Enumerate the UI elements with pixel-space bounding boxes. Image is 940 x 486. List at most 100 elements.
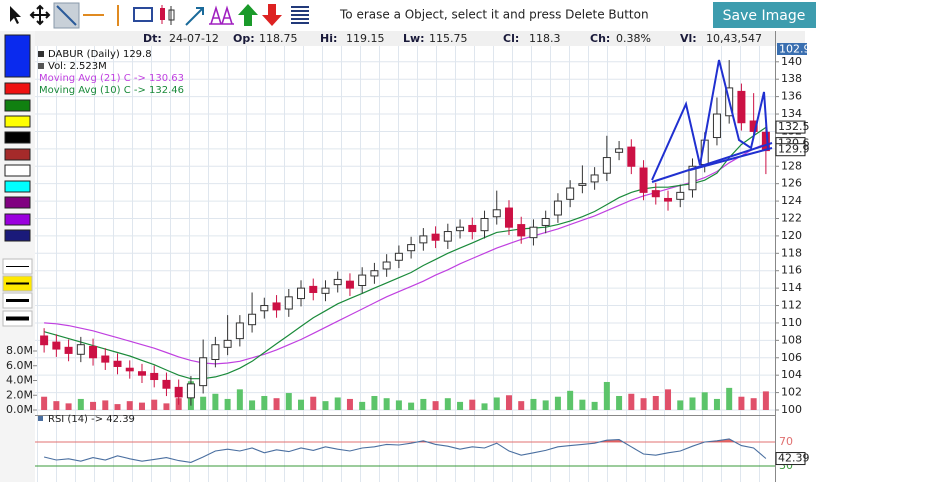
line-width-4[interactable] bbox=[2, 310, 33, 327]
color-swatch[interactable] bbox=[4, 148, 31, 161]
info-value: 118.3 bbox=[529, 32, 561, 45]
y-tick-label: 124 bbox=[781, 194, 802, 207]
volume-tick-label: 8.0M bbox=[6, 344, 33, 357]
candle-body bbox=[137, 371, 146, 376]
color-swatch[interactable] bbox=[4, 229, 31, 242]
volume-bar bbox=[652, 395, 659, 410]
tool-sell-arrow[interactable] bbox=[262, 4, 282, 26]
volume-bar bbox=[224, 398, 231, 410]
candle-body bbox=[235, 322, 244, 340]
volume-tick-label: 6.0M bbox=[6, 359, 33, 372]
candle-body bbox=[345, 280, 354, 289]
volume-bar bbox=[298, 399, 305, 410]
volume-bar bbox=[603, 381, 610, 410]
save-image-button[interactable]: Save Image bbox=[713, 2, 816, 28]
save-image-label: Save Image bbox=[723, 8, 806, 24]
tool-buy-arrow[interactable] bbox=[238, 4, 258, 26]
color-swatch[interactable] bbox=[4, 34, 31, 78]
volume-bar bbox=[138, 402, 145, 410]
volume-bar bbox=[285, 393, 292, 410]
palette bbox=[0, 31, 35, 482]
candle-body bbox=[553, 200, 562, 216]
line-width-3[interactable] bbox=[2, 292, 33, 309]
candle-body bbox=[590, 174, 599, 183]
volume-bar bbox=[41, 396, 48, 410]
color-swatch[interactable] bbox=[4, 131, 31, 144]
volume-bar bbox=[212, 393, 219, 410]
color-swatch[interactable] bbox=[4, 180, 31, 193]
volume-bar bbox=[273, 398, 280, 410]
y-tick-label: 102 bbox=[781, 386, 802, 399]
price-marker-label: 132.5 bbox=[778, 120, 810, 133]
volume-bar bbox=[481, 403, 488, 410]
volume-bar bbox=[493, 397, 500, 410]
tool-rect[interactable] bbox=[133, 7, 153, 22]
color-swatch[interactable] bbox=[4, 196, 31, 209]
candle-body bbox=[749, 120, 758, 132]
candle-body bbox=[688, 165, 697, 191]
volume-bar bbox=[395, 400, 402, 410]
volume-bar bbox=[677, 400, 684, 410]
tool-lines[interactable] bbox=[291, 6, 309, 24]
volume-bar bbox=[163, 403, 170, 410]
rsi-tick-label: 70 bbox=[779, 435, 793, 448]
y-tick-label: 138 bbox=[781, 72, 802, 85]
y-tick-label: 106 bbox=[781, 351, 802, 364]
color-swatch[interactable] bbox=[4, 115, 31, 128]
volume-bar bbox=[701, 392, 708, 410]
tool-select[interactable] bbox=[10, 6, 21, 24]
y-tick-label: 122 bbox=[781, 211, 802, 224]
volume-bar bbox=[713, 398, 720, 410]
candle-body bbox=[602, 157, 611, 174]
candle-body bbox=[578, 183, 587, 186]
color-swatch[interactable] bbox=[4, 164, 31, 177]
volume-bar bbox=[616, 395, 623, 410]
tool-trendline[interactable] bbox=[53, 2, 80, 29]
tool-fibonacci[interactable] bbox=[209, 5, 234, 25]
line-width-1[interactable] bbox=[2, 258, 33, 275]
volume-bar bbox=[102, 400, 109, 410]
candle-body bbox=[639, 167, 648, 193]
y-tick-label: 118 bbox=[781, 246, 802, 259]
tool-move[interactable] bbox=[29, 4, 51, 26]
info-label: Vl: bbox=[680, 32, 697, 45]
rsi-line bbox=[43, 438, 767, 463]
volume-bar bbox=[346, 398, 353, 410]
rsi-marker-label: 42.39 bbox=[778, 452, 810, 465]
color-swatch[interactable] bbox=[4, 82, 31, 95]
volume-bar bbox=[640, 398, 647, 410]
candle-body bbox=[627, 146, 636, 167]
tool-arrow-line[interactable] bbox=[185, 7, 204, 26]
candle-body bbox=[615, 148, 624, 153]
y-tick-label: 120 bbox=[781, 229, 802, 242]
info-label: Lw: bbox=[403, 32, 425, 45]
line-width-2[interactable] bbox=[2, 275, 33, 292]
info-label: Op: bbox=[233, 32, 255, 45]
price-marker bbox=[775, 120, 806, 134]
volume-bar bbox=[567, 390, 574, 410]
volume-bar bbox=[542, 400, 549, 410]
candle-body bbox=[113, 360, 122, 367]
info-bar bbox=[35, 31, 805, 46]
candle-body bbox=[407, 244, 416, 252]
user-drawings bbox=[651, 59, 773, 183]
tool-candle[interactable] bbox=[160, 5, 175, 25]
color-swatch[interactable] bbox=[4, 99, 31, 112]
candle-body bbox=[480, 217, 489, 232]
candle-body bbox=[52, 341, 61, 350]
volume-bar bbox=[322, 401, 329, 410]
info-label: Dt: bbox=[143, 32, 162, 45]
price-marker bbox=[775, 143, 806, 157]
candle-body bbox=[468, 224, 477, 233]
volume-bar bbox=[726, 387, 733, 410]
volume-bar bbox=[236, 389, 243, 410]
volume-bar bbox=[77, 398, 84, 410]
candle-body bbox=[89, 345, 98, 359]
color-swatch[interactable] bbox=[4, 213, 31, 226]
legend-entry: DABUR (Daily) 129.8 bbox=[48, 49, 152, 60]
volume-bar bbox=[310, 396, 317, 410]
candle-body bbox=[333, 278, 342, 286]
y-tick-label: 136 bbox=[781, 90, 802, 103]
candle-body bbox=[431, 233, 440, 241]
